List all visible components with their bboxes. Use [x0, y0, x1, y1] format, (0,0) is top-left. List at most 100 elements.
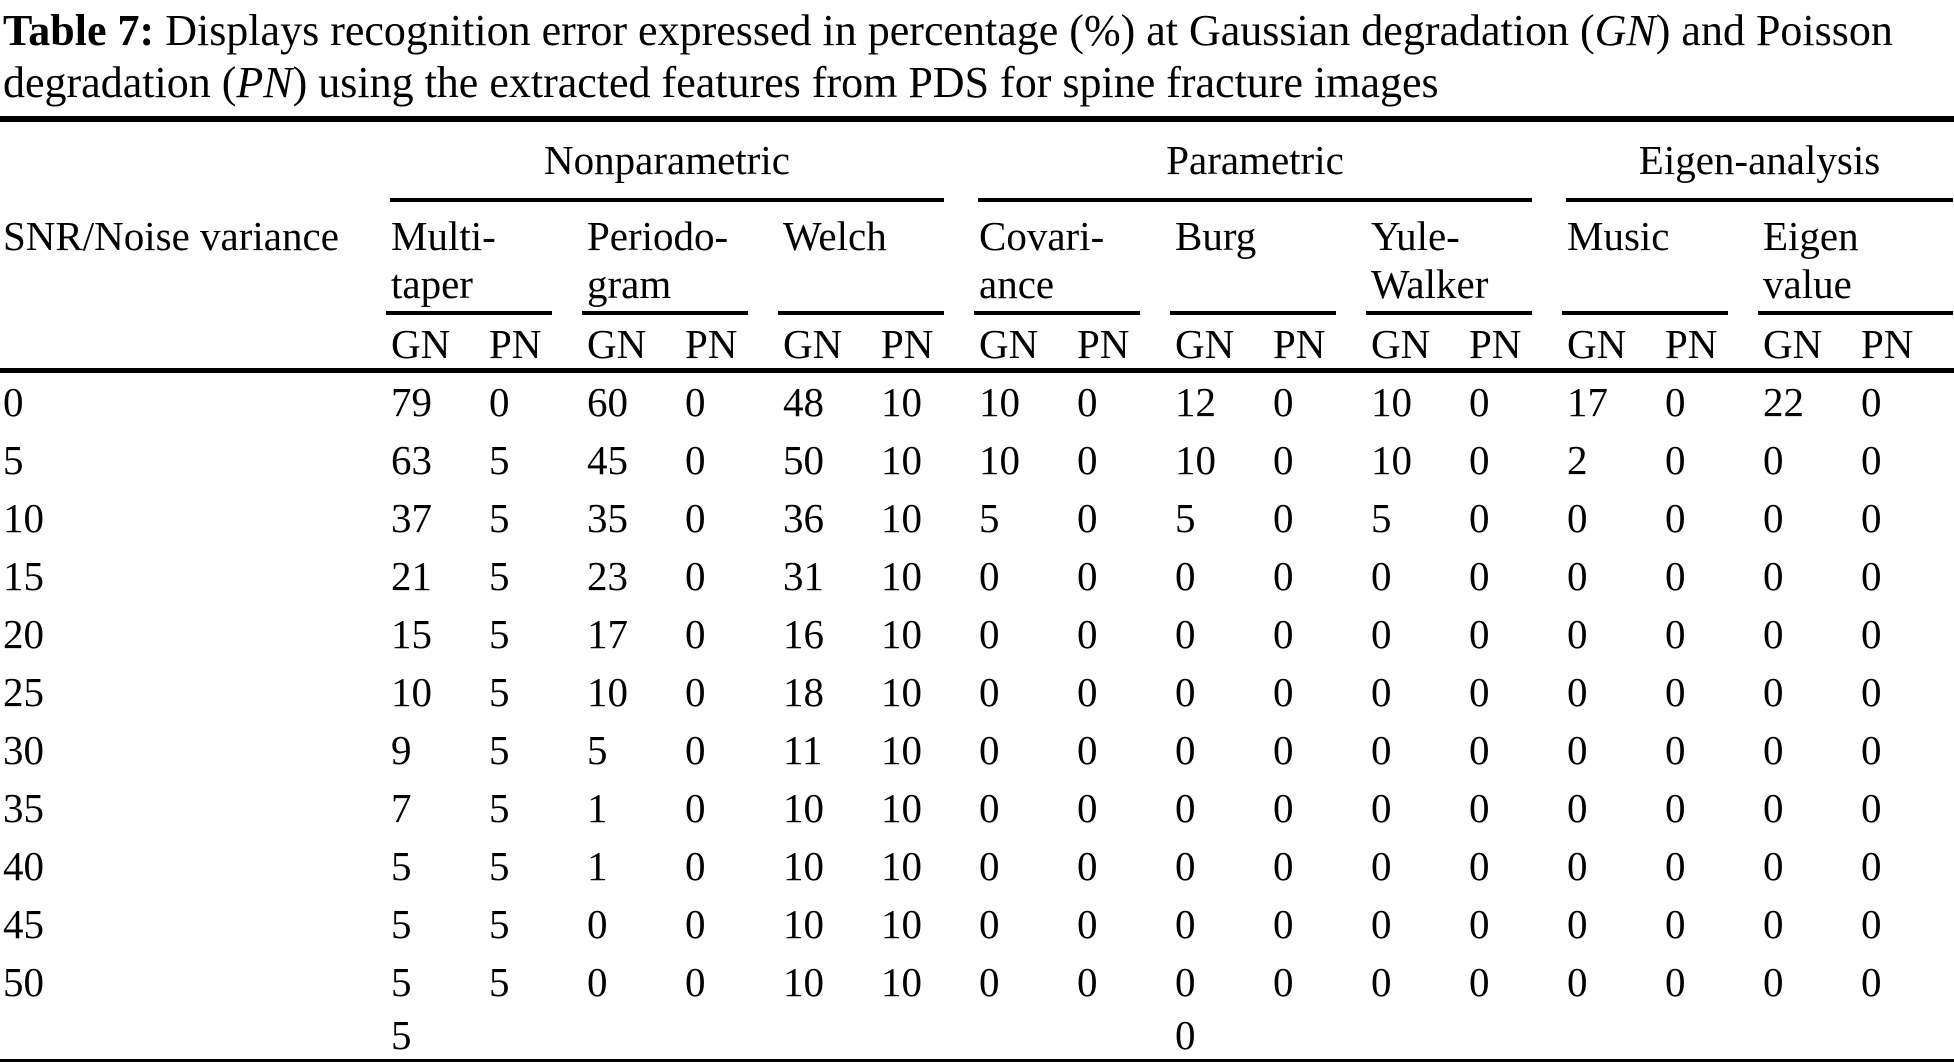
value-cell	[974, 1011, 1072, 1059]
value-cell: 0	[489, 379, 510, 425]
snr-cell: 5	[3, 437, 24, 483]
value-cell: 0	[979, 611, 1000, 657]
value-cell	[1072, 1011, 1170, 1059]
value-cell: 0	[1567, 611, 1588, 657]
value-cell: 0	[1665, 727, 1686, 773]
value-cell: 0	[1077, 901, 1098, 947]
value-cell: 21	[391, 553, 432, 599]
value-cell: 0	[1469, 669, 1490, 715]
group-header-parametric: Parametric	[974, 122, 1562, 202]
value-cell: 0	[1763, 495, 1784, 541]
caption-gn-abbrev: GN	[1594, 6, 1656, 55]
value-cell: 22	[1763, 379, 1804, 425]
value-cell: 0	[1567, 843, 1588, 889]
value-cell: 10	[881, 437, 922, 483]
subheader-gn-cell: GN	[778, 315, 876, 373]
value-cell: 0	[979, 959, 1000, 1005]
value-cell: 5	[979, 495, 1000, 541]
value-cell: 63	[391, 437, 432, 483]
value-cell: 0	[1077, 785, 1098, 831]
value-cell: 10	[881, 727, 922, 773]
value-cell: 5	[489, 495, 510, 541]
value-cell: 0	[1077, 669, 1098, 715]
value-cell: 0	[685, 553, 706, 599]
subheader-pn-cell: PN	[484, 315, 582, 373]
value-cell: 0	[1665, 959, 1686, 1005]
value-cell: 0	[1567, 959, 1588, 1005]
value-cell: 0	[1665, 437, 1686, 483]
value-cell: 5	[1371, 495, 1392, 541]
value-cell: 10	[881, 901, 922, 947]
value-cell: 10	[783, 901, 824, 947]
value-cell: 0	[685, 959, 706, 1005]
value-cell: 37	[391, 495, 432, 541]
value-cell: 0	[685, 495, 706, 541]
value-cell: 0	[1273, 785, 1294, 831]
value-cell: 10	[881, 959, 922, 1005]
value-cell: 0	[1763, 611, 1784, 657]
value-cell: 0	[1077, 843, 1098, 889]
value-cell	[1660, 1011, 1758, 1059]
value-cell: 10	[881, 379, 922, 425]
method-label-multitaper: Multi- taper	[386, 202, 552, 315]
value-cell: 0	[1077, 959, 1098, 1005]
row-header-cell: SNR/Noise variance	[0, 202, 386, 315]
value-cell: 0	[1861, 959, 1882, 1005]
value-cell	[1366, 1011, 1464, 1059]
subheader-gn-cell: GN	[1170, 315, 1268, 373]
snr-cell: 40	[3, 843, 44, 889]
value-cell: 0	[685, 379, 706, 425]
value-cell: 0	[1567, 495, 1588, 541]
caption-table-number: Table 7:	[3, 6, 155, 55]
value-cell: 0	[1273, 495, 1294, 541]
value-cell: 0	[1371, 959, 1392, 1005]
value-cell: 0	[1175, 785, 1196, 831]
row-header-label: SNR/Noise variance	[3, 213, 339, 259]
value-cell: 0	[685, 727, 706, 773]
subheader-pn-cell: PN	[1072, 315, 1170, 373]
value-cell: 0	[979, 843, 1000, 889]
value-cell: 0	[1371, 611, 1392, 657]
value-cell: 5	[489, 437, 510, 483]
value-cell	[484, 1011, 582, 1059]
value-cell: 5	[1175, 495, 1196, 541]
caption-text-1: Displays recognition error expressed in …	[154, 6, 1595, 55]
value-cell: 17	[587, 611, 628, 657]
value-cell: 0	[1175, 669, 1196, 715]
value-cell: 36	[783, 495, 824, 541]
value-cell: 0	[1861, 437, 1882, 483]
value-cell: 0	[1469, 379, 1490, 425]
value-cell: 23	[587, 553, 628, 599]
value-cell: 0	[685, 901, 706, 947]
caption-text-3: ) using the extracted features from PDS …	[292, 58, 1439, 107]
method-header-periodogram: Periodo- gram	[582, 202, 778, 315]
value-cell: 10	[881, 611, 922, 657]
table-row: 50 5 5 0 0 10 10 0 0 0 0 0 0 0 0 0 0	[0, 953, 1954, 1011]
value-cell: 10	[881, 553, 922, 599]
value-cell: 0	[685, 843, 706, 889]
value-cell: 10	[1371, 379, 1412, 425]
snr-cell: 35	[3, 785, 44, 831]
value-cell: 0	[1861, 495, 1882, 541]
value-cell: 0	[1273, 669, 1294, 715]
value-cell: 10	[881, 785, 922, 831]
value-cell	[876, 1011, 974, 1059]
value-cell: 0	[1273, 727, 1294, 773]
subheader-pn-cell: PN	[1660, 315, 1758, 373]
group-header-spacer	[0, 122, 386, 202]
method-label-yule-walker: Yule- Walker	[1366, 202, 1532, 315]
group-label-parametric: Parametric	[978, 122, 1532, 202]
subheader-gn-cell: GN	[1758, 315, 1856, 373]
value-cell: 5	[489, 611, 510, 657]
snr-cell: 0	[3, 379, 24, 425]
caption-text-2: ) and Poisson degradation (	[3, 6, 1893, 107]
value-cell: 0	[1861, 843, 1882, 889]
value-cell: 0	[1175, 843, 1196, 889]
subheader-gn-cell: GN	[1562, 315, 1660, 373]
subheader-gn-cell: GN	[582, 315, 680, 373]
value-cell: 0	[1861, 901, 1882, 947]
snr-cell: 15	[3, 553, 44, 599]
value-cell: 0	[1861, 669, 1882, 715]
snr-cell	[0, 1011, 386, 1059]
value-cell: 0	[1175, 901, 1196, 947]
